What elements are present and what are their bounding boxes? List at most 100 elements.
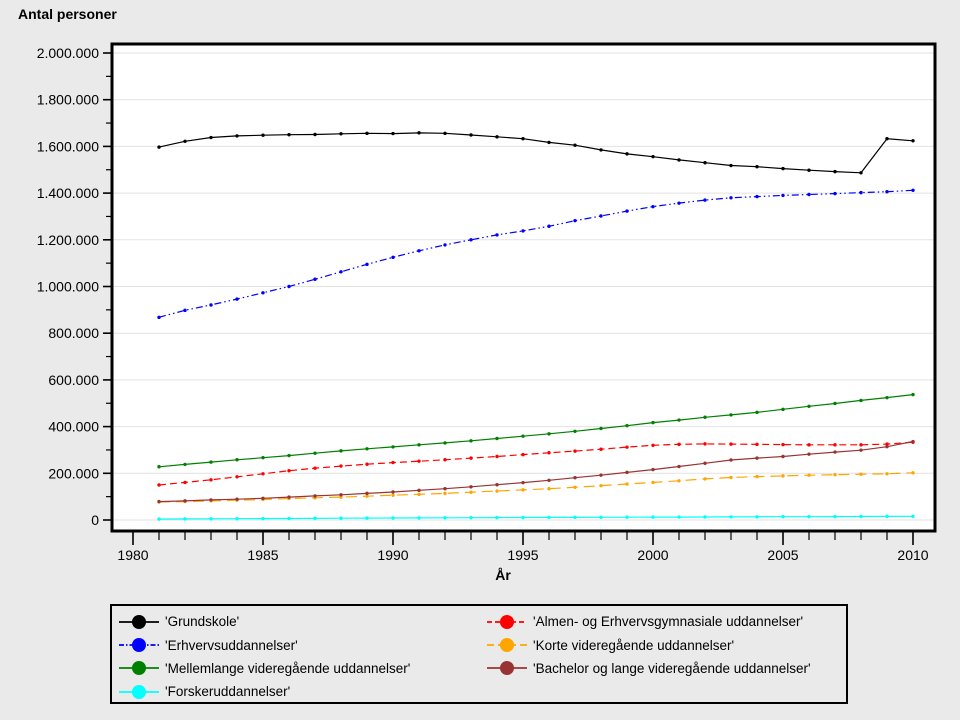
chart-title: Antal personer <box>18 6 117 22</box>
data-point <box>365 491 369 496</box>
data-point <box>261 496 265 500</box>
data-point <box>885 442 889 446</box>
data-point <box>391 445 395 449</box>
data-point <box>677 442 681 447</box>
data-point <box>417 492 421 497</box>
data-point <box>391 493 395 497</box>
data-point <box>729 458 733 462</box>
data-point <box>209 135 213 140</box>
data-point <box>651 515 655 519</box>
y-tick-label: 400.000 <box>48 419 99 435</box>
plot-area: 0 200.000 400.000 600.000 800.000 1.000.000 1.… <box>37 42 937 563</box>
series-marker-icon <box>119 638 159 653</box>
legend-label: 'Grundskole' <box>165 614 240 630</box>
data-point <box>729 442 733 446</box>
data-point <box>287 516 291 521</box>
data-point <box>313 466 317 470</box>
data-point <box>521 229 525 233</box>
data-point <box>365 447 369 451</box>
plot-background <box>112 44 935 531</box>
data-point <box>495 233 499 237</box>
data-point <box>495 515 499 520</box>
data-point <box>755 165 759 169</box>
data-point <box>573 218 577 223</box>
data-point <box>183 308 187 313</box>
x-tick-label: 2005 <box>767 547 798 563</box>
data-point <box>443 243 447 247</box>
data-point <box>677 201 681 205</box>
data-point <box>287 453 291 458</box>
data-point <box>807 473 811 477</box>
data-point <box>859 448 863 452</box>
data-point <box>807 168 811 172</box>
data-point <box>469 439 473 443</box>
data-point <box>911 188 915 192</box>
data-point <box>625 209 629 213</box>
x-axis-title: År <box>495 567 511 583</box>
data-point <box>339 495 343 499</box>
series-line-2 <box>158 189 914 318</box>
data-point <box>859 514 863 519</box>
y-tick-label: 1.400.000 <box>37 185 99 201</box>
data-point <box>677 479 681 483</box>
data-point <box>209 498 213 502</box>
data-point <box>417 443 421 447</box>
data-point <box>573 476 577 480</box>
data-point <box>729 475 733 480</box>
data-point <box>287 495 291 499</box>
data-point <box>807 192 811 197</box>
data-point <box>157 145 161 149</box>
data-point <box>391 255 395 260</box>
legend-label: 'Forskeruddannelser' <box>165 684 291 700</box>
data-point <box>209 517 213 521</box>
data-point <box>729 196 733 200</box>
data-point <box>755 456 759 460</box>
data-point <box>651 467 655 472</box>
data-point <box>417 249 421 253</box>
data-point <box>495 489 499 493</box>
data-point <box>781 407 785 412</box>
data-point <box>885 189 889 194</box>
data-point <box>859 443 863 447</box>
x-tick-label: 2000 <box>637 547 668 563</box>
data-point <box>313 277 317 281</box>
series-marker-icon <box>119 661 159 676</box>
data-point <box>313 451 317 455</box>
legend-label: 'Korte videregående uddannelser' <box>533 637 735 653</box>
data-point <box>859 190 863 195</box>
data-point <box>235 297 239 301</box>
data-point <box>339 493 343 497</box>
y-tick-label: 1.200.000 <box>37 232 99 248</box>
data-point <box>573 143 577 147</box>
data-point <box>157 315 161 320</box>
series-marker-icon <box>487 661 527 676</box>
data-point <box>365 494 369 498</box>
data-point <box>469 515 473 520</box>
data-point <box>521 136 525 141</box>
data-point <box>417 516 421 520</box>
data-point <box>755 474 759 479</box>
data-point <box>859 171 863 175</box>
data-point <box>599 473 603 477</box>
data-point <box>547 487 551 491</box>
legend-label: 'Almen- og Erhvervsgymnasiale uddannelse… <box>533 614 804 630</box>
data-point <box>859 472 863 476</box>
data-point <box>703 415 707 419</box>
data-point <box>755 515 759 519</box>
data-point <box>365 262 369 267</box>
data-point <box>521 515 525 520</box>
series-line-6 <box>158 472 914 503</box>
data-point <box>625 423 629 428</box>
data-point <box>521 434 525 438</box>
data-point <box>807 404 811 408</box>
data-point <box>573 429 577 433</box>
y-tick-label: 1.800.000 <box>37 92 99 108</box>
data-point <box>495 483 499 487</box>
series-marker-icon <box>119 614 159 629</box>
data-point <box>235 134 239 138</box>
series-line-7 <box>158 440 914 503</box>
data-point <box>833 443 837 447</box>
x-tick-label: 1995 <box>507 547 538 563</box>
data-point <box>781 515 785 519</box>
